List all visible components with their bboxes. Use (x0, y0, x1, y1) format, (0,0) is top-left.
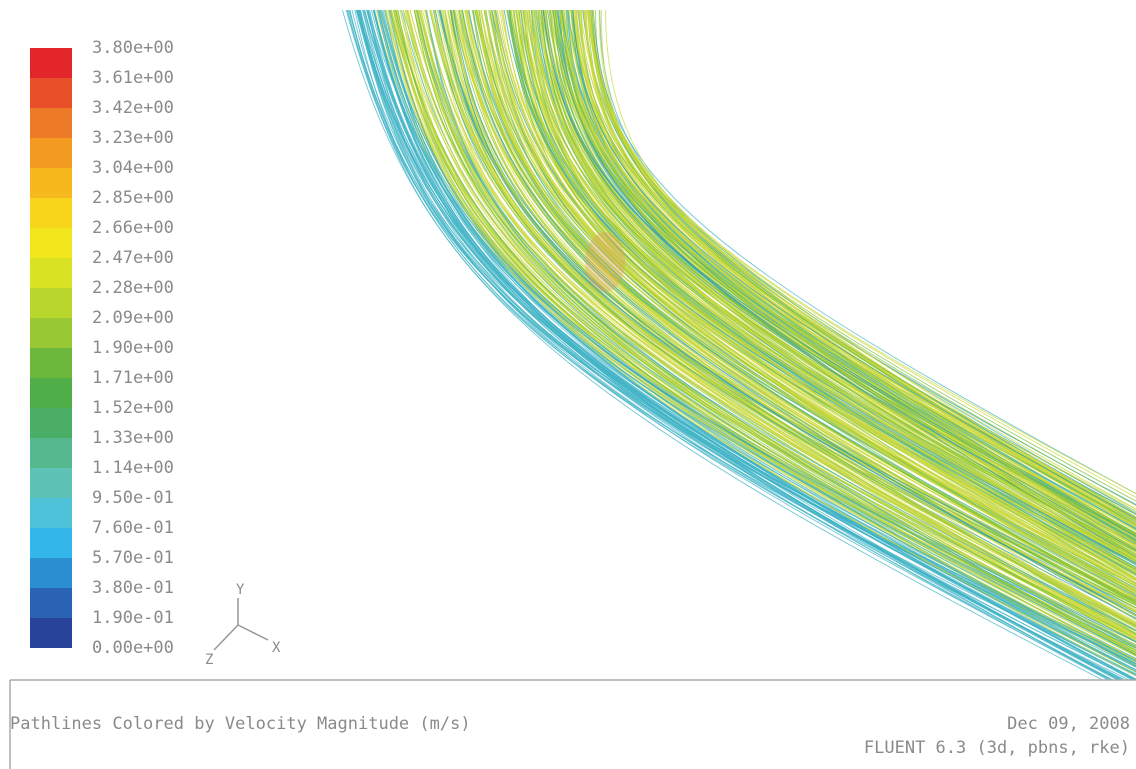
pathlines (342, 10, 1136, 704)
color-bar-segment (30, 408, 72, 438)
color-bar-segment (30, 618, 72, 648)
pathline (541, 10, 1136, 559)
legend-label: 3.42e+00 (92, 98, 174, 118)
color-bar-segment (30, 348, 72, 378)
viewport: Y X Z Pathlines Colored by Velocity Magn… (0, 0, 1136, 769)
footer-solver: FLUENT 6.3 (3d, pbns, rke) (864, 738, 1130, 758)
color-bar-segment (30, 288, 72, 318)
legend-label: 2.66e+00 (92, 218, 174, 238)
legend-label: 1.52e+00 (92, 398, 174, 418)
legend-label: 1.90e+00 (92, 338, 174, 358)
legend-label: 2.47e+00 (92, 248, 174, 268)
triad-z-axis (214, 625, 238, 650)
color-bar-segment (30, 588, 72, 618)
legend-label: 1.14e+00 (92, 458, 174, 478)
color-bar-segment (30, 378, 72, 408)
color-bar-segment (30, 168, 72, 198)
color-bar-segment (30, 108, 72, 138)
legend-label: 3.23e+00 (92, 128, 174, 148)
triad-z-label: Z (205, 652, 213, 668)
legend-label: 1.33e+00 (92, 428, 174, 448)
color-bar-segment (30, 528, 72, 558)
legend-label: 3.04e+00 (92, 158, 174, 178)
color-bar-segment (30, 198, 72, 228)
legend-label: 2.28e+00 (92, 278, 174, 298)
legend-label: 7.60e-01 (92, 518, 174, 538)
color-bar-segment (30, 78, 72, 108)
triad-x-label: X (272, 640, 281, 656)
color-bar-segment (30, 48, 72, 78)
triad-y-label: Y (236, 582, 245, 598)
legend-label: 0.00e+00 (92, 638, 174, 658)
color-bar-segment (30, 228, 72, 258)
color-bar (30, 48, 72, 648)
color-bar-segment (30, 138, 72, 168)
color-bar-segment (30, 258, 72, 288)
legend-label: 2.09e+00 (92, 308, 174, 328)
legend-label: 3.61e+00 (92, 68, 174, 88)
legend-label: 3.80e-01 (92, 578, 174, 598)
pathline-hotspot (585, 232, 625, 292)
color-bar-segment (30, 498, 72, 528)
legend-label: 1.90e-01 (92, 608, 174, 628)
footer-date: Dec 09, 2008 (1007, 714, 1130, 734)
footer-title: Pathlines Colored by Velocity Magnitude … (10, 714, 471, 734)
page: {"legend": {"labels": ["3.80e+00", "3.61… (0, 0, 1136, 769)
legend-label: 5.70e-01 (92, 548, 174, 568)
legend-label: 3.80e+00 (92, 38, 174, 58)
legend-label: 9.50e-01 (92, 488, 174, 508)
color-bar-segment (30, 558, 72, 588)
color-bar-segment (30, 318, 72, 348)
color-bar-segment (30, 468, 72, 498)
legend-label: 2.85e+00 (92, 188, 174, 208)
triad-x-axis (238, 625, 268, 640)
color-bar-segment (30, 438, 72, 468)
legend-label: 1.71e+00 (92, 368, 174, 388)
axis-triad (214, 598, 268, 650)
